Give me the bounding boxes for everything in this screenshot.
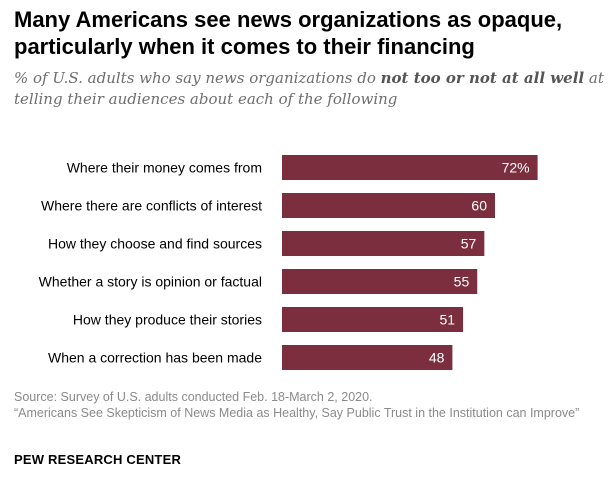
chart-subtitle: % of U.S. adults who say news organizati… <box>14 68 604 110</box>
subtitle-text-end: at telling their audiences about each of… <box>14 69 604 108</box>
category-label-3: How they choose and find sources <box>48 236 262 252</box>
category-label-5: How they produce their stories <box>73 312 262 328</box>
value-label-6: 48 <box>429 350 445 366</box>
category-label-6: When a correction has been made <box>48 350 262 366</box>
bar-3 <box>282 231 485 256</box>
bar-chart: Where their money comes from 72% Where the… <box>39 155 538 370</box>
value-label-1: 72% <box>502 160 530 176</box>
pew-logo-text: PEW RESEARCH CENTER <box>14 452 182 467</box>
value-label-3: 57 <box>461 236 477 252</box>
bar-4 <box>282 269 478 294</box>
bar-1 <box>282 155 538 180</box>
source-note: Source: Survey of U.S. adults conducted … <box>14 389 604 421</box>
value-label-4: 55 <box>454 274 470 290</box>
subtitle-emphasis: not too or not at all well <box>380 69 585 87</box>
bar-6 <box>282 345 453 370</box>
report-title: “Americans See Skepticism of News Media … <box>14 406 580 420</box>
source-text: Source: Survey of U.S. adults conducted … <box>14 390 373 404</box>
category-label-4: Whether a story is opinion or factual <box>39 274 262 290</box>
subtitle-text: % of U.S. adults who say news organizati… <box>14 69 381 87</box>
bar-2 <box>282 193 495 218</box>
chart-title: Many Americans see news organizations as… <box>14 7 563 59</box>
bar-5 <box>282 307 464 332</box>
category-label-2: Where there are conflicts of interest <box>41 198 262 214</box>
value-label-5: 51 <box>439 312 455 328</box>
category-label-1: Where their money comes from <box>67 160 262 176</box>
value-label-2: 60 <box>471 198 487 214</box>
